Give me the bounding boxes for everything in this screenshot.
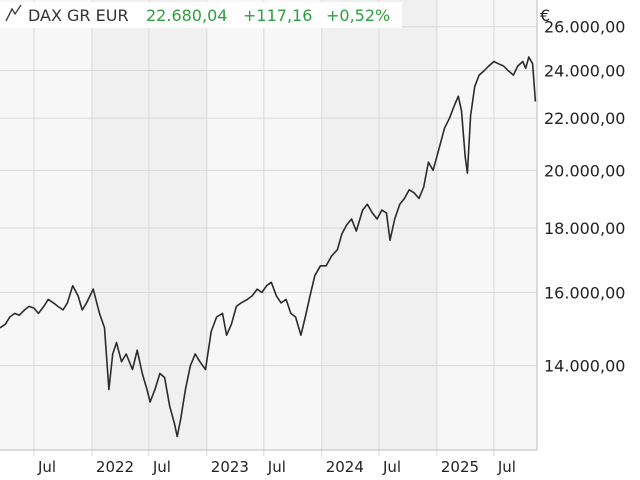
y-tick-label: 24.000,00	[544, 62, 625, 81]
y-tick-label: 18.000,00	[544, 219, 625, 238]
last-price: 22.680,04	[146, 6, 227, 25]
x-tick-label: Jul	[497, 458, 516, 476]
y-tick-label: 26.000,00	[544, 18, 625, 37]
y-tick-label: 22.000,00	[544, 109, 625, 128]
x-tick-label: Jul	[267, 458, 286, 476]
x-tick-label: Jul	[382, 458, 401, 476]
gridlines	[0, 0, 537, 456]
year-band	[0, 0, 92, 450]
y-tick-label: 16.000,00	[544, 284, 625, 303]
y-tick-label: 14.000,00	[544, 357, 625, 376]
price-line	[0, 56, 537, 438]
line-chart-icon	[5, 4, 22, 22]
price-change: +117,16	[243, 6, 312, 25]
price-change-percent: +0,52%	[326, 6, 390, 25]
year-bands	[0, 0, 537, 450]
chart-header: DAX GR EUR 22.680,04 +117,16 +0,52%	[0, 2, 402, 28]
instrument-name: DAX GR EUR	[28, 6, 129, 25]
x-tick-label: Jul	[37, 458, 56, 476]
year-band	[436, 0, 537, 450]
x-tick-label: 2023	[211, 458, 249, 476]
x-tick-label: 2025	[441, 458, 479, 476]
y-axis-labels: 14.000,00 16.000,00 18.000,00 20.000,00 22.0…	[544, 18, 625, 376]
y-tick-label: 20.000,00	[544, 161, 625, 180]
x-tick-label: 2024	[326, 458, 364, 476]
x-axis-labels: Jul 2022 Jul 2023 Jul 2024 Jul 2025 Jul	[37, 458, 516, 476]
currency-label: €	[540, 6, 550, 25]
x-tick-label: 2022	[96, 458, 134, 476]
x-tick-label: Jul	[152, 458, 171, 476]
